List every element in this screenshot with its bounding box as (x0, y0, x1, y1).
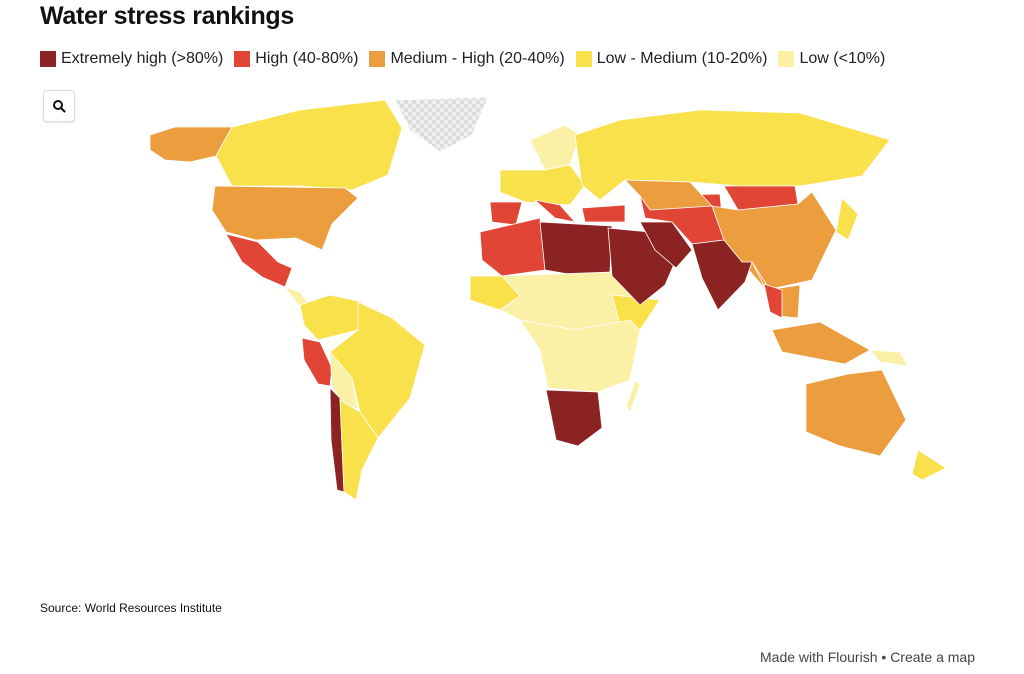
region-europe[interactable] (499, 164, 586, 206)
legend-label: High (40-80%) (255, 50, 359, 67)
region-southern-africa[interactable] (545, 389, 603, 447)
legend-item-extremely-high[interactable]: Extremely high (>80%) (40, 50, 223, 68)
legend-item-high[interactable]: High (40-80%) (234, 50, 358, 68)
zoom-search-button[interactable] (43, 90, 75, 122)
region-central-east-africa[interactable] (519, 319, 641, 393)
legend-swatch (234, 51, 251, 67)
made-with-flourish-link[interactable]: Made with Flourish (760, 649, 878, 665)
legend-swatch (778, 51, 795, 67)
footer-separator: • (881, 649, 887, 665)
region-scandinavia[interactable] (529, 124, 581, 171)
legend: Extremely high (>80%) High (40-80%) Medi… (40, 50, 885, 68)
region-russia[interactable] (574, 109, 891, 201)
region-peru[interactable] (301, 337, 333, 387)
legend-swatch (40, 51, 56, 67)
region-madagascar[interactable] (625, 379, 641, 413)
legend-item-medium-high[interactable]: Medium - High (20-40%) (369, 50, 565, 68)
legend-label: Low (<10%) (799, 50, 886, 67)
map-title: Water stress rankings (40, 2, 294, 30)
region-canada[interactable] (215, 99, 403, 191)
region-usa[interactable] (211, 185, 359, 251)
region-new-zealand[interactable] (911, 449, 947, 481)
region-mexico[interactable] (225, 233, 293, 288)
source-note: Source: World Resources Institute (40, 601, 222, 615)
search-icon (53, 100, 66, 113)
region-turkey[interactable] (581, 204, 626, 223)
footer: Made with Flourish • Create a map (760, 649, 975, 665)
legend-label: Low - Medium (10-20%) (596, 50, 768, 67)
region-libya-egypt[interactable] (539, 221, 613, 277)
legend-label: Medium - High (20-40%) (390, 50, 565, 67)
region-kazakhstan[interactable] (624, 179, 713, 211)
legend-swatch (575, 51, 592, 67)
region-papua[interactable] (869, 349, 909, 367)
legend-swatch (369, 51, 386, 67)
region-iberia[interactable] (489, 201, 523, 226)
region-argentina[interactable] (339, 399, 379, 501)
region-indonesia[interactable] (771, 321, 871, 365)
region-greenland[interactable] (394, 96, 489, 153)
region-italy-balkans[interactable] (533, 199, 577, 223)
region-alaska[interactable] (149, 126, 233, 163)
region-japan[interactable] (835, 197, 859, 241)
legend-item-low-medium[interactable]: Low - Medium (10-20%) (575, 50, 768, 68)
region-colombia-venezuela[interactable] (299, 294, 363, 341)
legend-label: Extremely high (>80%) (61, 50, 224, 67)
region-australia[interactable] (805, 369, 907, 457)
region-thailand[interactable] (763, 283, 783, 319)
region-iran[interactable] (639, 221, 693, 269)
legend-item-low[interactable]: Low (<10%) (778, 50, 885, 68)
region-india[interactable] (691, 239, 753, 311)
region-morocco-algeria[interactable] (479, 217, 546, 277)
create-map-link[interactable]: Create a map (890, 649, 976, 665)
